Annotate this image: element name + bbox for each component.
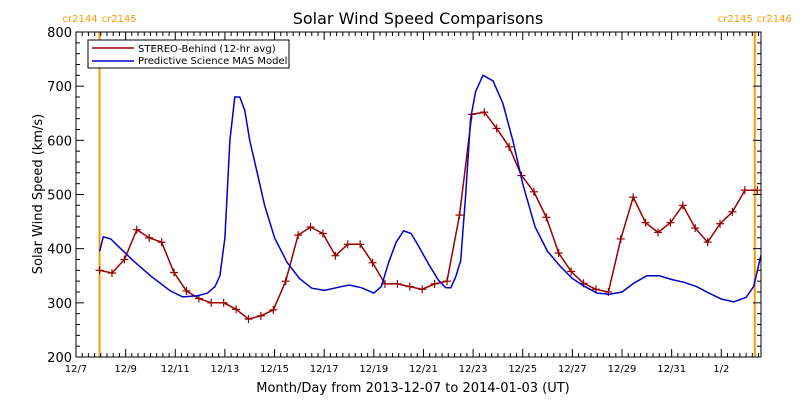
data-point — [281, 277, 290, 286]
data-point — [654, 228, 663, 237]
y-tick-label: 200 — [47, 351, 72, 366]
data-point — [95, 266, 104, 275]
y-tick-label: 600 — [47, 134, 72, 149]
series-line-mas-model — [98, 74, 762, 303]
data-point — [232, 305, 241, 314]
x-tick-label: 12/9 — [114, 364, 136, 375]
x-tick-label: 12/23 — [459, 364, 488, 375]
chart-title: Solar Wind Speed Comparisons — [293, 9, 544, 28]
data-point — [219, 298, 228, 307]
legend-label-stereo: STEREO-Behind (12-hr avg) — [138, 44, 276, 55]
x-axis-label: Month/Day from 2013-12-07 to 2014-01-03 … — [256, 381, 569, 396]
x-tick-label: 12/11 — [161, 364, 190, 375]
data-point — [430, 279, 439, 288]
x-tick-label: 12/21 — [409, 364, 438, 375]
x-tick-label: 12/17 — [310, 364, 339, 375]
chart-legend: STEREO-Behind (12-hr avg) Predictive Sci… — [87, 39, 290, 69]
x-tick-label: 12/7 — [65, 364, 87, 375]
carrington-label-right: cr2146 — [757, 14, 792, 25]
legend-label-mas: Predictive Science MAS Model — [138, 56, 287, 67]
data-point — [443, 277, 452, 286]
plot-frame — [75, 31, 762, 358]
data-point — [641, 218, 650, 227]
series-line-stereo-behind — [99, 111, 758, 320]
carrington-label-left: cr2144 — [63, 14, 98, 25]
data-point — [492, 124, 501, 133]
y-tick-label: 500 — [47, 189, 72, 204]
data-point — [368, 258, 377, 267]
data-point — [455, 211, 464, 220]
data-point — [505, 142, 514, 151]
x-tick-label: 12/27 — [558, 364, 587, 375]
x-tick-label: 12/13 — [210, 364, 239, 375]
data-point — [616, 234, 625, 243]
x-tick-label: 12/15 — [260, 364, 289, 375]
data-point — [318, 229, 327, 238]
x-tick-label: 12/19 — [359, 364, 388, 375]
legend-box — [87, 39, 290, 69]
data-point — [728, 207, 737, 216]
carrington-label-left: cr2145 — [718, 14, 753, 25]
x-tick-label: 12/29 — [608, 364, 637, 375]
x-tick-label: 12/31 — [657, 364, 686, 375]
data-point — [393, 279, 402, 288]
data-point — [145, 233, 154, 242]
data-point — [703, 238, 712, 247]
data-point — [666, 218, 675, 227]
y-tick-label: 800 — [47, 26, 72, 41]
data-point — [554, 249, 563, 257]
data-point — [331, 251, 340, 260]
data-point — [120, 255, 129, 264]
data-point — [529, 187, 538, 196]
data-point — [691, 224, 700, 233]
y-tick-label: 400 — [47, 243, 72, 258]
data-point — [132, 225, 141, 234]
data-point — [294, 231, 303, 240]
data-point — [753, 186, 762, 195]
x-tick-label: 1/2 — [713, 364, 729, 375]
data-point — [256, 311, 265, 320]
carrington-label-right: cr2145 — [102, 14, 137, 25]
data-point — [170, 268, 179, 277]
data-point — [182, 286, 191, 295]
data-point — [207, 298, 216, 307]
y-axis-label: Solar Wind Speed (km/s) — [31, 114, 46, 274]
data-point — [678, 201, 687, 210]
x-tick-label: 12/25 — [508, 364, 537, 375]
data-point — [306, 223, 315, 231]
data-point — [740, 186, 749, 195]
data-point — [716, 219, 725, 228]
data-point — [269, 305, 278, 314]
data-point — [244, 315, 253, 324]
data-point — [405, 282, 414, 291]
data-point — [157, 238, 166, 247]
data-point — [418, 285, 427, 294]
data-point — [629, 193, 638, 202]
data-point — [356, 240, 365, 249]
data-point — [542, 213, 551, 222]
y-tick-label: 700 — [47, 80, 72, 95]
data-point — [107, 269, 116, 278]
data-point — [343, 240, 352, 249]
y-tick-label: 300 — [47, 297, 72, 312]
data-point — [480, 108, 489, 117]
data-point — [567, 267, 576, 276]
